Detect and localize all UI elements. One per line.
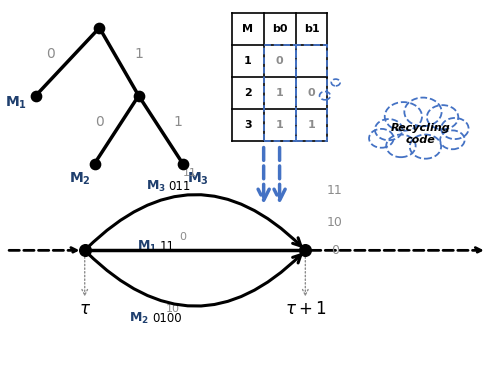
FancyArrowPatch shape	[87, 252, 301, 306]
Ellipse shape	[404, 101, 442, 123]
Text: 10: 10	[166, 304, 180, 314]
Bar	[264, 45, 295, 141]
Text: 0100: 0100	[152, 312, 181, 325]
Text: 1: 1	[134, 47, 143, 61]
Ellipse shape	[386, 137, 416, 155]
Text: b0: b0	[272, 24, 287, 34]
Point	[301, 247, 309, 253]
Point	[32, 93, 39, 99]
Text: 0: 0	[331, 244, 339, 257]
Text: 10: 10	[327, 215, 343, 228]
Text: 0: 0	[46, 47, 55, 61]
Text: 1: 1	[276, 88, 283, 98]
Ellipse shape	[369, 131, 393, 146]
Text: M: M	[242, 24, 253, 34]
Text: 1: 1	[308, 120, 316, 130]
Ellipse shape	[427, 108, 458, 127]
Text: $\tau+1$: $\tau+1$	[284, 300, 326, 318]
FancyArrowPatch shape	[87, 195, 301, 249]
Text: 2: 2	[244, 88, 251, 98]
Text: 011: 011	[168, 180, 190, 193]
Text: $\mathbf{M_2}$: $\mathbf{M_2}$	[69, 171, 91, 187]
Ellipse shape	[385, 105, 422, 128]
Text: $\tau$: $\tau$	[79, 300, 91, 318]
Ellipse shape	[441, 120, 468, 137]
Point	[91, 161, 99, 167]
Text: $\mathbf{M_3}$: $\mathbf{M_3}$	[186, 171, 209, 187]
Ellipse shape	[410, 137, 441, 156]
Point	[96, 25, 104, 31]
Ellipse shape	[375, 122, 402, 138]
Point	[135, 93, 142, 99]
Text: 11: 11	[183, 168, 197, 178]
Text: 11: 11	[160, 240, 175, 253]
Text: 0: 0	[95, 115, 104, 129]
Text: 3: 3	[244, 120, 251, 130]
Point	[81, 247, 89, 253]
Text: 0: 0	[179, 232, 186, 242]
Text: $\mathbf{M_3}$: $\mathbf{M_3}$	[145, 179, 166, 194]
Point	[179, 161, 187, 167]
Text: $\mathbf{M_1}$: $\mathbf{M_1}$	[5, 95, 27, 111]
Ellipse shape	[440, 133, 464, 147]
Text: 11: 11	[327, 184, 343, 196]
Text: 1: 1	[244, 56, 251, 66]
Bar	[295, 45, 327, 141]
Text: $\mathbf{M_2}$: $\mathbf{M_2}$	[130, 311, 149, 326]
Text: 0: 0	[276, 56, 283, 66]
Text: code: code	[406, 135, 435, 145]
Text: b1: b1	[304, 24, 319, 34]
Text: 1: 1	[174, 115, 182, 129]
Text: 0: 0	[308, 88, 315, 98]
Text: $\mathbf{M_1}$: $\mathbf{M_1}$	[137, 239, 157, 254]
Text: 1: 1	[276, 120, 283, 130]
Text: Recycling: Recycling	[390, 123, 451, 133]
